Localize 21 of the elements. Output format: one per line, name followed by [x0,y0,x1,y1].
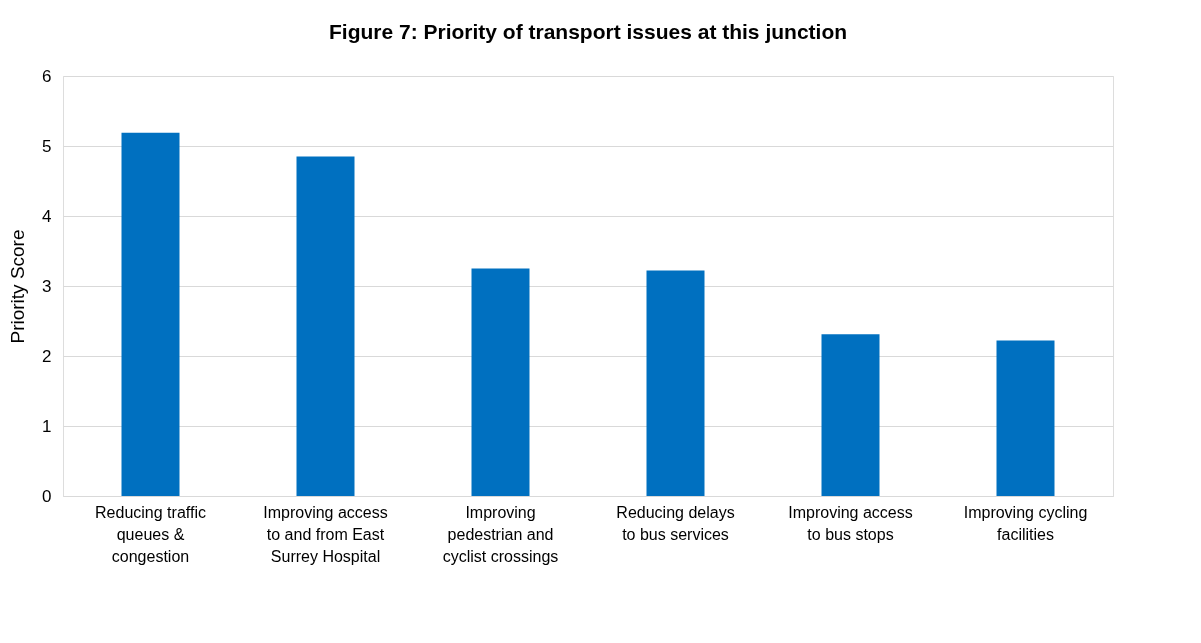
bar [996,340,1055,496]
y-axis-title: Priority Score [7,229,29,344]
chart-title: Figure 7: Priority of transport issues at this junction [328,20,848,43]
bar [296,156,355,496]
x-tick-label: Reducing traffic queues & congestion [95,503,206,565]
x-tick-label: Improving cycling facilities [963,503,1088,543]
bar [821,334,880,496]
y-tick-label: 4 [42,206,52,226]
x-tick-label: Improving pedestrian and cyclist crossings [442,503,559,565]
bar [646,270,705,496]
bar [121,132,180,496]
y-tick-label: 0 [42,486,52,506]
x-tick-label: Improving access to bus stops [788,503,913,543]
y-tick-label: 2 [42,346,52,366]
y-tick-label: 5 [42,136,52,156]
y-tick-label: 6 [42,66,52,86]
y-tick-label: 3 [42,276,52,296]
bar [471,268,530,496]
x-tick-label: Improving access to and from East Surrey Hospital [263,503,388,565]
x-tick-label: Reducing delays to bus services [616,503,735,543]
y-tick-label: 1 [42,416,52,436]
